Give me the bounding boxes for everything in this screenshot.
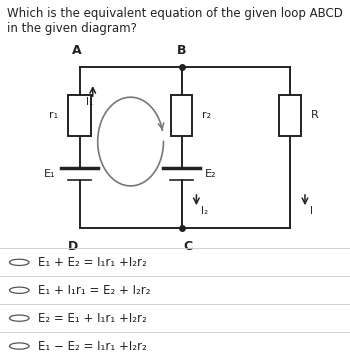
Text: I: I xyxy=(310,206,313,216)
Bar xyxy=(171,95,192,135)
Text: B: B xyxy=(177,44,186,57)
Text: E₁: E₁ xyxy=(43,169,55,179)
Text: I₁: I₁ xyxy=(86,97,93,107)
Text: R: R xyxy=(311,111,318,120)
Text: r₁: r₁ xyxy=(49,111,58,120)
Text: E₁ + E₂ = I₁r₁ +I₂r₂: E₁ + E₂ = I₁r₁ +I₂r₂ xyxy=(38,256,147,269)
Text: E₁ − E₂ = I₁r₁ +I₂r₂: E₁ − E₂ = I₁r₁ +I₂r₂ xyxy=(38,339,147,352)
Text: r₂: r₂ xyxy=(202,111,211,120)
Text: Which is the equivalent equation of the given loop ABCD in the given diagram?: Which is the equivalent equation of the … xyxy=(7,7,343,35)
Text: C: C xyxy=(184,240,193,253)
Bar xyxy=(68,95,91,135)
Text: I₂: I₂ xyxy=(201,206,209,216)
Text: E₂: E₂ xyxy=(205,169,216,179)
Text: D: D xyxy=(68,240,78,253)
Bar xyxy=(279,95,301,135)
Text: E₁ + I₁r₁ = E₂ + I₂r₂: E₁ + I₁r₁ = E₂ + I₂r₂ xyxy=(38,284,151,297)
Text: A: A xyxy=(71,44,81,57)
Text: E₂ = E₁ + I₁r₁ +I₂r₂: E₂ = E₁ + I₁r₁ +I₂r₂ xyxy=(38,312,147,325)
